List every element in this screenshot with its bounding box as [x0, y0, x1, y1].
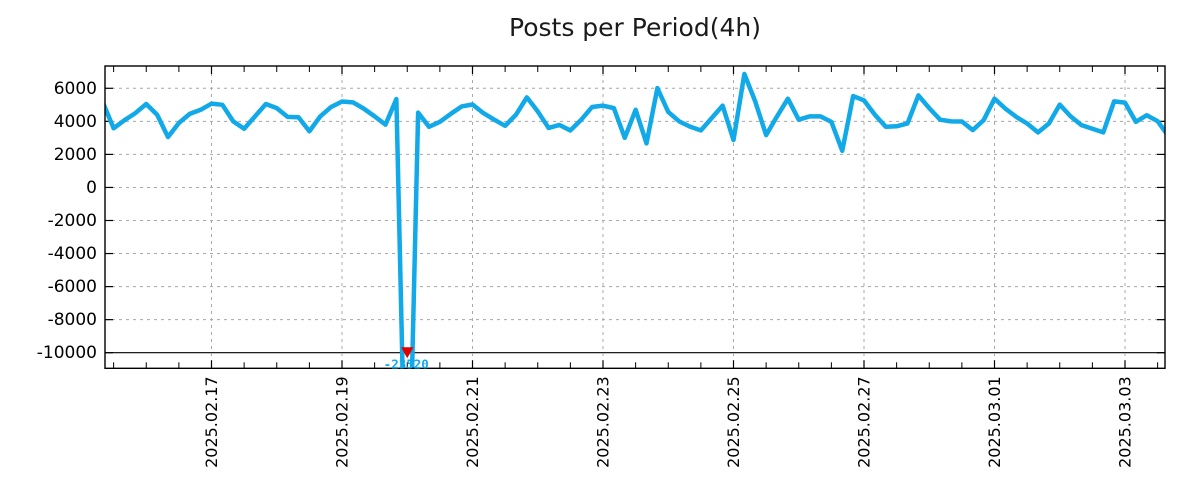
x-tick-label: 2025.02.19	[333, 376, 352, 468]
y-tick-label: 4000	[54, 112, 97, 132]
x-tick-label: 2025.02.25	[724, 376, 743, 468]
y-tick-label: 2000	[54, 145, 97, 165]
y-tick-label: 6000	[54, 79, 97, 99]
x-tick-label: 2025.03.03	[1116, 376, 1135, 468]
y-tick-label: -4000	[48, 244, 97, 264]
y-tick-label: -10000	[37, 343, 97, 363]
y-tick-label: -6000	[48, 277, 97, 297]
series-line	[105, 71, 1165, 369]
min-value-annotation: -23520	[384, 357, 429, 372]
x-tick-label: 2025.02.17	[202, 376, 221, 468]
y-tick-label: 0	[86, 178, 97, 198]
y-tick-label: -8000	[48, 310, 97, 330]
y-tick-label: -2000	[48, 211, 97, 231]
x-tick-label: 2025.03.01	[985, 376, 1004, 468]
x-tick-label: 2025.02.21	[463, 376, 482, 468]
min-marker-icon	[401, 347, 414, 359]
plot-border	[104, 65, 1166, 369]
chart-title: Posts per Period(4h)	[509, 13, 761, 42]
x-tick-label: 2025.02.23	[594, 376, 613, 468]
x-tick-label: 2025.02.27	[855, 376, 874, 468]
